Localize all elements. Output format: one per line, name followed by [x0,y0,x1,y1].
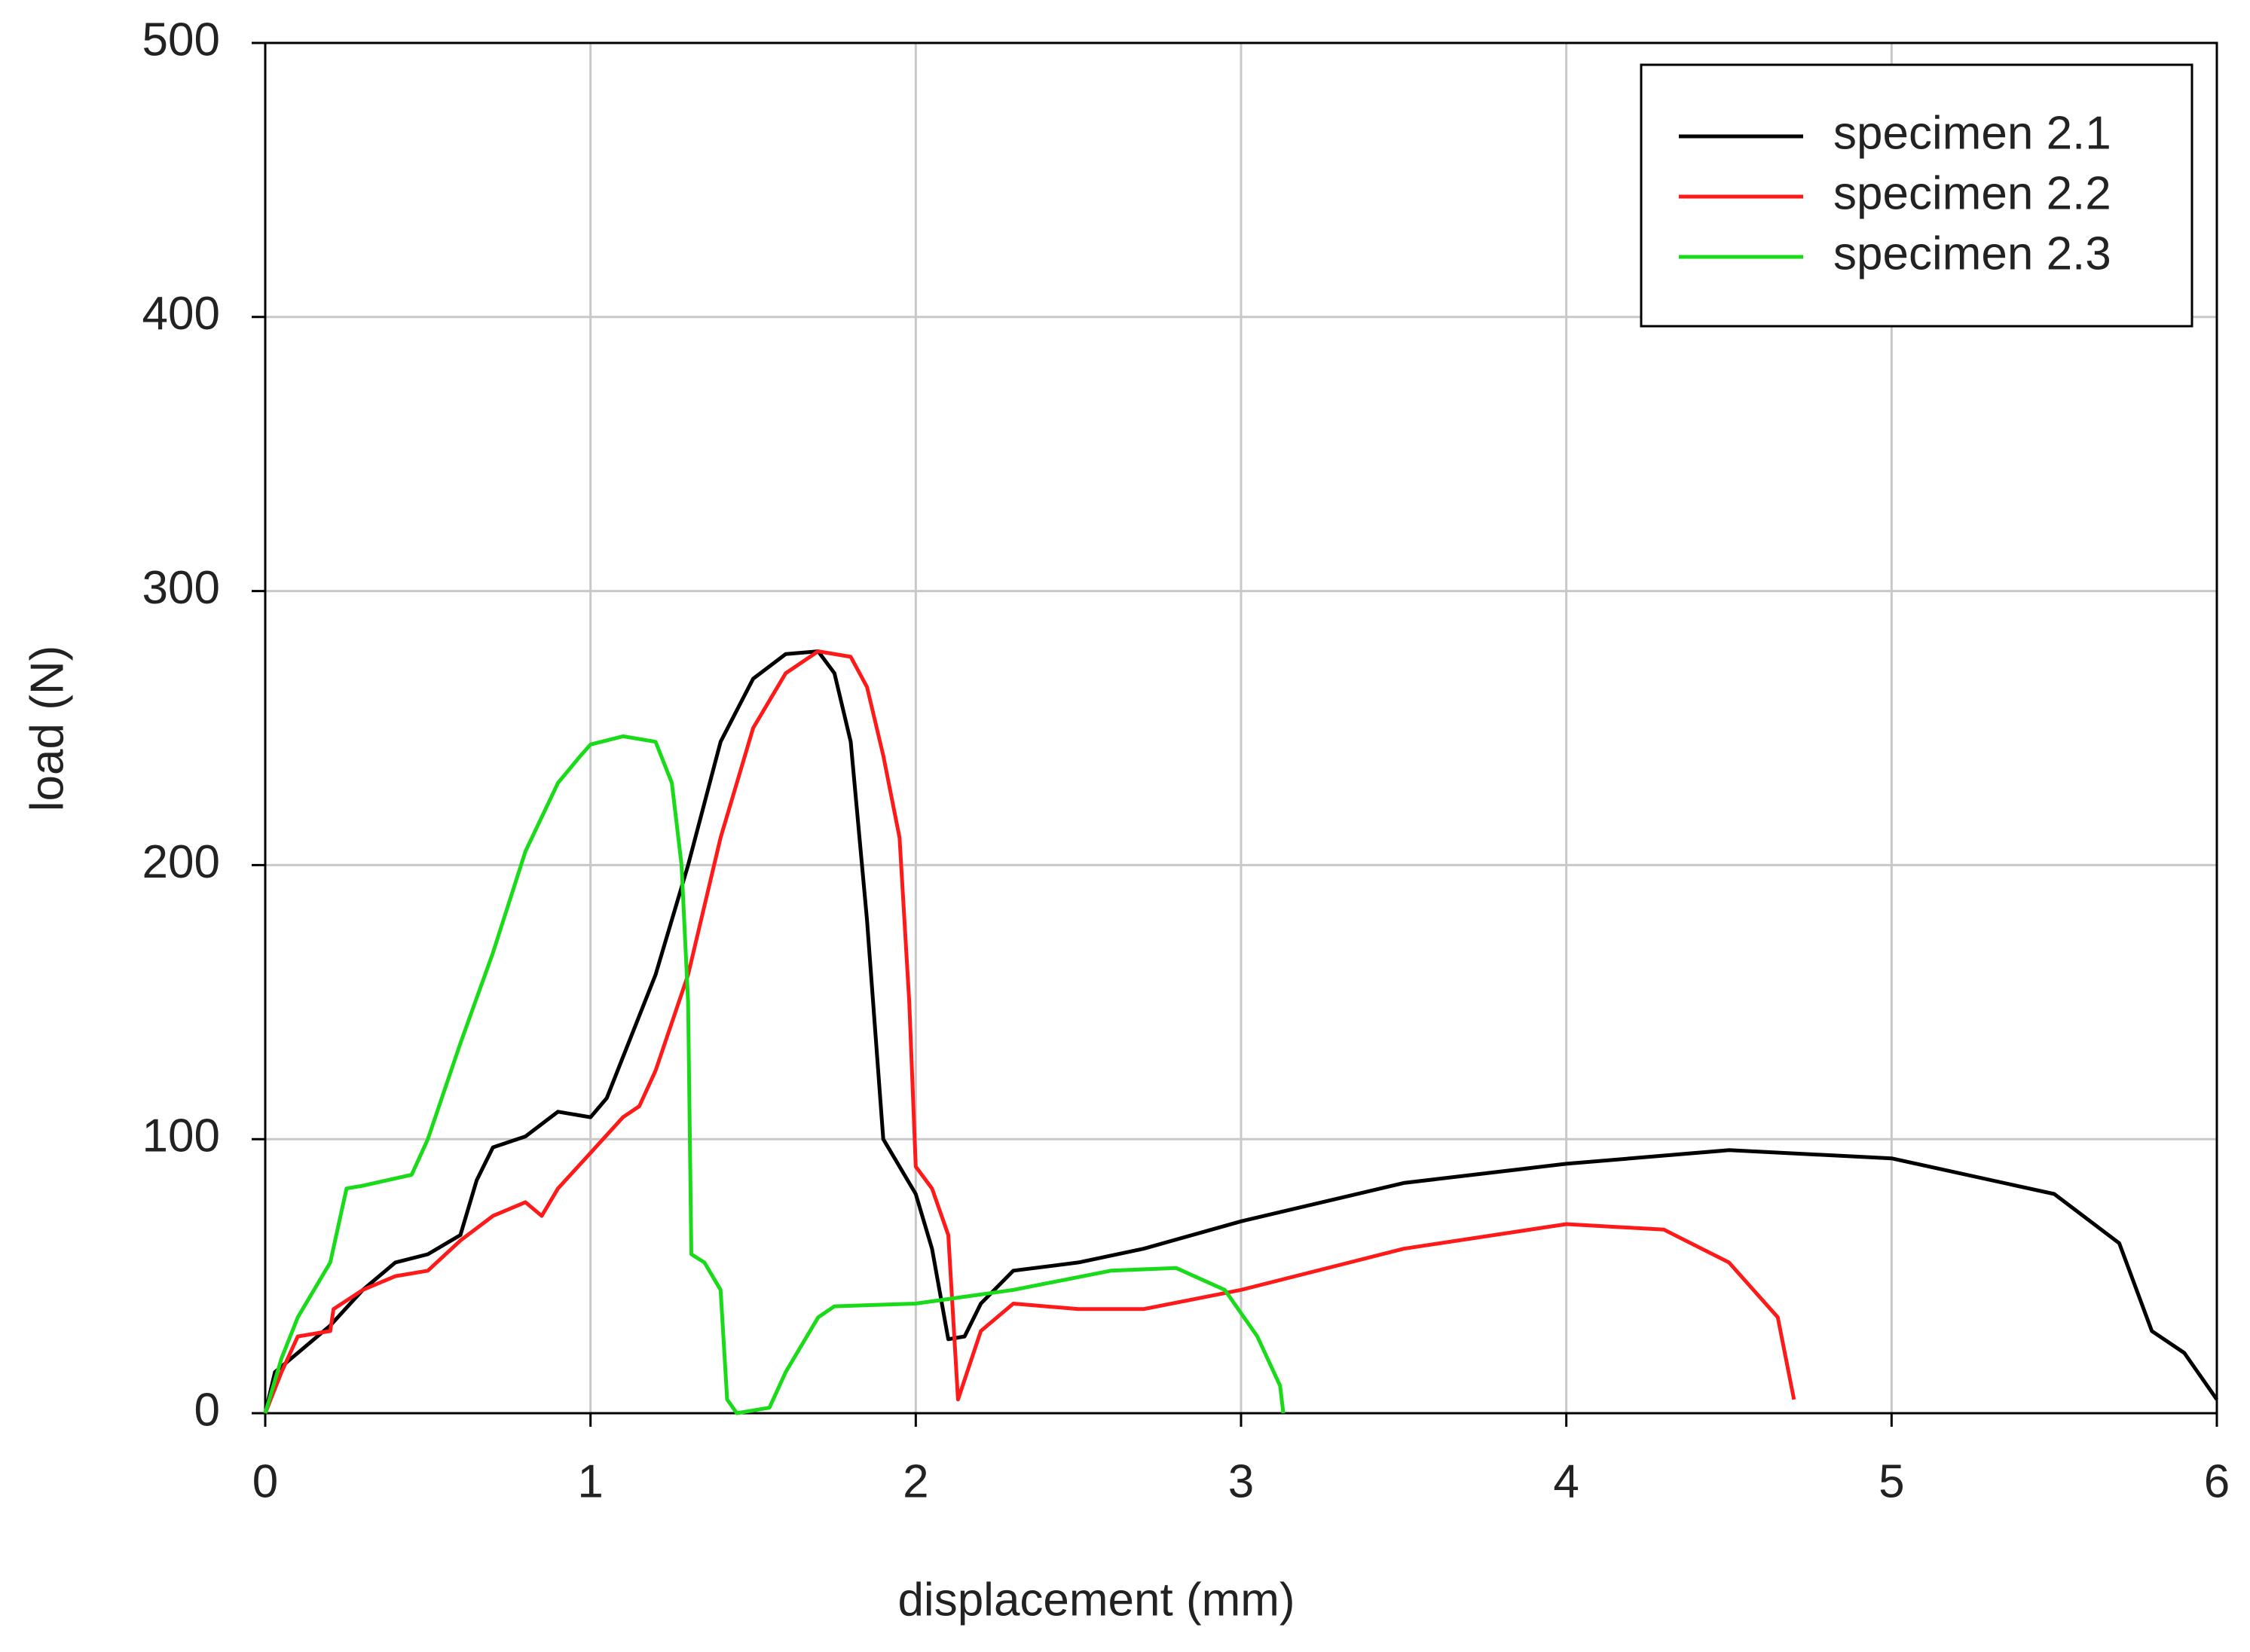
y-tick-label: 0 [194,1384,220,1436]
y-axis-label: load (N) [21,646,73,812]
x-tick-label: 6 [2204,1455,2230,1507]
series-line [263,649,1796,1414]
x-tick-label: 5 [1879,1455,1904,1507]
y-tick-label: 500 [142,14,220,66]
x-tick-label: 2 [903,1455,928,1507]
x-tick-label: 0 [252,1455,278,1507]
y-tick-label: 400 [142,288,220,340]
series-line [263,734,1285,1415]
legend-label: specimen 2.2 [1833,167,2111,219]
y-tick-label: 300 [142,562,220,614]
x-tick-label: 3 [1228,1455,1254,1507]
y-tick-label: 200 [142,836,220,888]
x-axis-label: displacement (mm) [897,1574,1295,1626]
legend-label: specimen 2.1 [1833,107,2111,159]
x-tick-label: 4 [1553,1455,1579,1507]
plot-frame [264,41,2218,1415]
series-line [263,649,2219,1414]
legend-label: specimen 2.3 [1833,227,2111,279]
x-tick-label: 1 [577,1455,603,1507]
y-tick-label: 100 [142,1110,220,1162]
